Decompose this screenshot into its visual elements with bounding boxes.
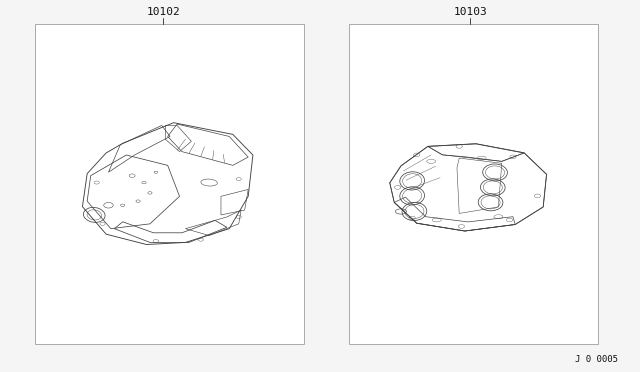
Text: J 0 0005: J 0 0005 [575,355,618,364]
Text: 10103: 10103 [454,7,487,17]
Bar [35,24,304,344]
Text: 10102: 10102 [147,7,180,17]
Bar [349,24,598,344]
